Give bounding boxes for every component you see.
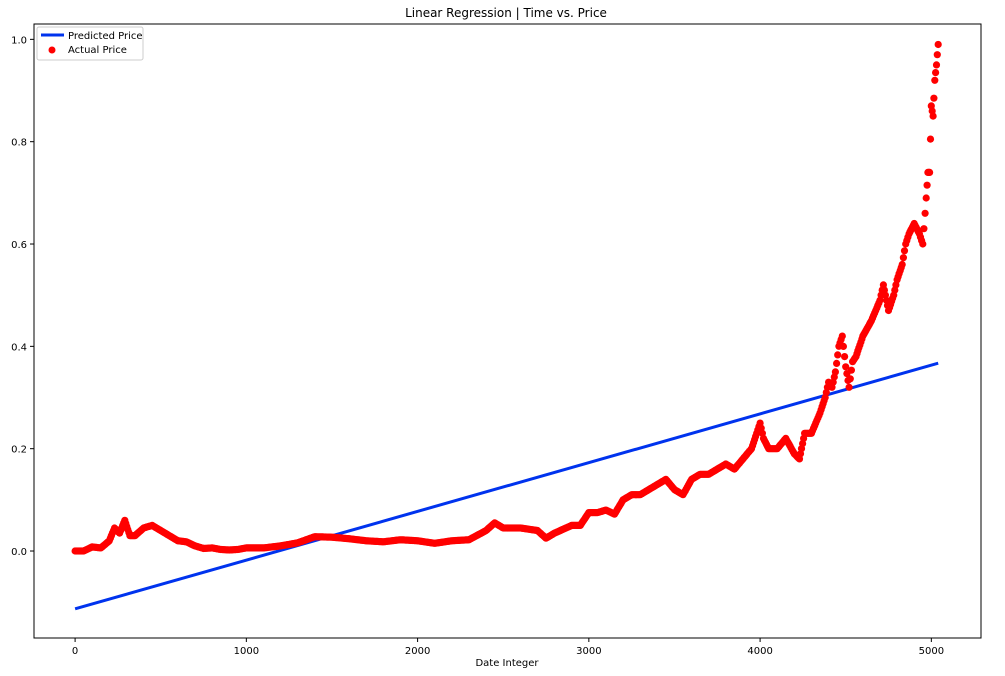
y-tick-label: 1.0 — [11, 35, 27, 46]
y-tick-label: 0.6 — [11, 240, 27, 251]
actual-price-point — [846, 375, 854, 383]
x-tick-label: 5000 — [919, 646, 944, 657]
y-tick-label: 0.4 — [11, 342, 27, 353]
actual-price-point — [933, 51, 941, 59]
legend-label-actual: Actual Price — [68, 45, 127, 56]
actual-price-point — [930, 94, 938, 102]
actual-price-point — [847, 366, 856, 374]
actual-price-point — [921, 209, 929, 217]
actual-price-point — [919, 240, 927, 248]
actual-price-point — [920, 225, 928, 233]
actual-price-point — [899, 254, 908, 262]
actual-price-point — [898, 260, 906, 269]
actual-price-series — [71, 40, 942, 555]
y-tick-label: 0.0 — [11, 547, 27, 558]
actual-price-point — [931, 76, 939, 84]
actual-price-point — [934, 40, 942, 49]
x-tick-label: 0 — [72, 646, 78, 657]
actual-price-point — [923, 181, 931, 189]
x-tick-label: 1000 — [234, 646, 259, 657]
actual-price-point — [838, 332, 846, 340]
actual-price-point — [922, 194, 930, 202]
actual-price-point — [833, 359, 841, 367]
actual-price-point — [834, 351, 842, 359]
y-tick-label: 0.8 — [11, 138, 27, 149]
actual-price-point — [841, 353, 849, 361]
actual-price-point — [932, 61, 941, 69]
predicted-price-line — [74, 361, 939, 611]
actual-price-point — [845, 383, 853, 391]
actual-price-point — [929, 112, 937, 120]
actual-price-point — [839, 342, 848, 350]
legend: Predicted Price Actual Price — [36, 26, 144, 61]
actual-price-point — [900, 247, 909, 255]
plot-area-frame — [33, 23, 982, 639]
actual-price-point — [926, 168, 934, 176]
x-tick-label: 2000 — [405, 646, 430, 657]
actual-price-point — [842, 363, 850, 371]
legend-label-predicted: Predicted Price — [68, 31, 143, 42]
x-tick-label: 4000 — [747, 646, 772, 657]
x-tick-label: 3000 — [576, 646, 601, 657]
y-tick-label: 0.2 — [11, 445, 27, 456]
actual-price-point — [926, 135, 935, 143]
chart-title: Linear Regression | Time vs. Price — [405, 6, 607, 20]
x-axis-label: Date Integer — [475, 658, 539, 669]
legend-swatch-actual — [48, 46, 56, 54]
actual-price-point — [932, 69, 940, 77]
actual-price-point — [831, 368, 840, 376]
